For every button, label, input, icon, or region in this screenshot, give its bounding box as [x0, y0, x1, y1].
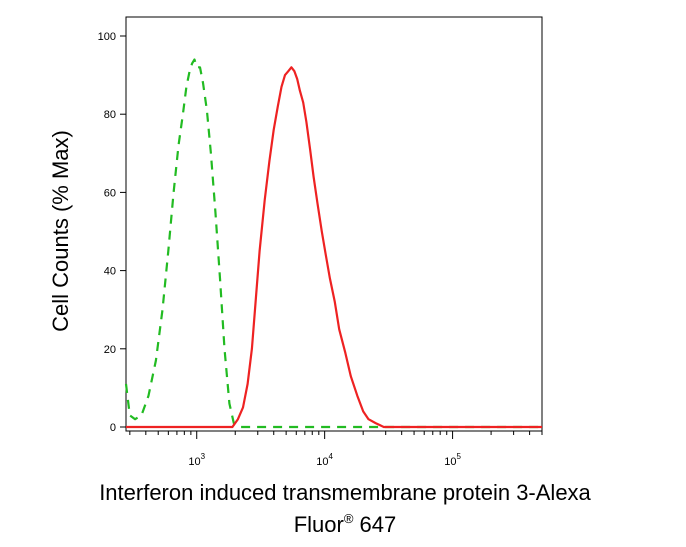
y-axis-label: Cell Counts (% Max): [48, 130, 73, 332]
x-axis-label-registered-mark: ®: [344, 511, 354, 526]
x-tick-label: 104: [316, 452, 333, 468]
y-tick-label: 100: [98, 31, 116, 43]
x-major-ticks: 103 104 105: [188, 431, 461, 468]
y-axis-ticks: 0 20 40 60 80 100: [98, 31, 126, 434]
y-tick-label: 60: [104, 187, 116, 199]
x-tick-label: 105: [444, 452, 461, 468]
series-dashed-curve: [124, 58, 542, 429]
y-tick-label: 20: [104, 344, 116, 356]
x-axis-label-line1: Interferon induced transmembrane protein…: [99, 480, 591, 505]
x-tick-label: 103: [188, 452, 205, 468]
y-tick-label: 40: [104, 266, 116, 278]
plot-frame: [125, 16, 543, 432]
y-tick-label: 0: [110, 422, 116, 434]
x-axis-label-line2: Fluor® 647: [294, 511, 397, 537]
y-tick-label: 80: [104, 109, 116, 121]
series-layer: [124, 58, 542, 429]
x-minor-ticks: [129, 431, 543, 435]
x-axis-label-tail: 647: [353, 512, 396, 537]
x-axis-label-fluor: Fluor: [294, 512, 344, 537]
series-solid-curve: [126, 66, 542, 429]
